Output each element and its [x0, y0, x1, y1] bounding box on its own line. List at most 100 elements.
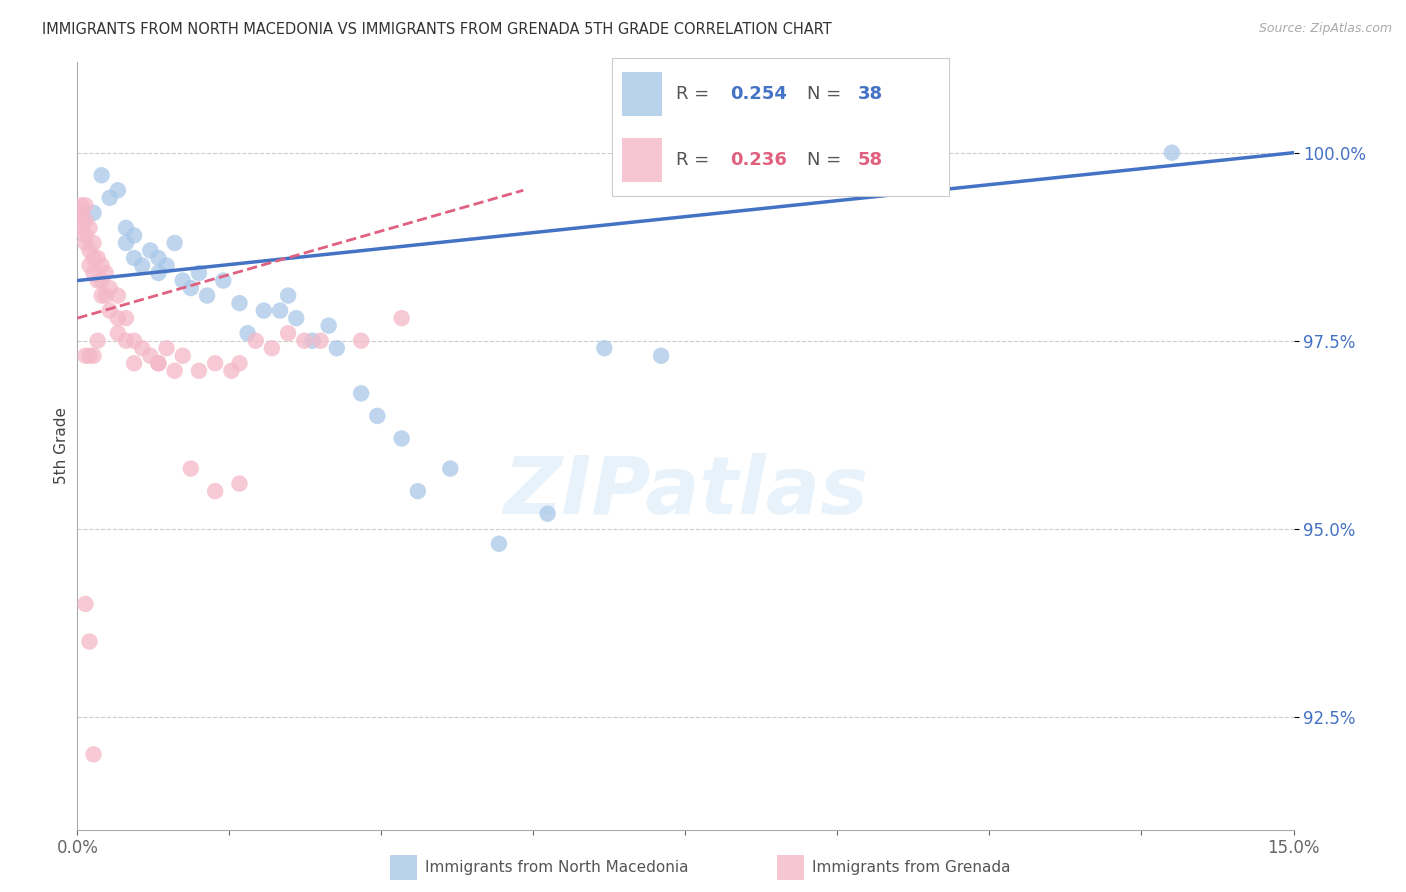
- Point: [90, 259, 112, 273]
- Point: [75, 213, 97, 227]
- Bar: [621, 138, 662, 183]
- Bar: [778, 855, 804, 880]
- Text: N =: N =: [807, 152, 848, 169]
- Point: [86, 334, 108, 348]
- Point: [122, 334, 145, 348]
- Point: [98, 191, 121, 205]
- Point: [94, 266, 117, 280]
- Bar: [621, 71, 662, 116]
- Point: [75, 228, 97, 243]
- Point: [83, 349, 105, 363]
- Text: Immigrants from North Macedonia: Immigrants from North Macedonia: [425, 860, 689, 875]
- Text: N =: N =: [807, 85, 848, 103]
- Point: [180, 461, 202, 475]
- Point: [86, 251, 108, 265]
- Point: [98, 303, 121, 318]
- Point: [83, 266, 105, 280]
- Point: [180, 281, 202, 295]
- Text: Source: ZipAtlas.com: Source: ZipAtlas.com: [1258, 22, 1392, 36]
- Point: [228, 476, 250, 491]
- Point: [245, 334, 267, 348]
- Point: [204, 356, 226, 370]
- Point: [75, 198, 97, 212]
- Point: [75, 235, 97, 250]
- Point: [163, 364, 186, 378]
- Point: [221, 364, 243, 378]
- Point: [163, 235, 186, 250]
- Point: [195, 288, 218, 302]
- Point: [309, 334, 332, 348]
- Point: [83, 235, 105, 250]
- Point: [115, 235, 138, 250]
- Point: [86, 274, 108, 288]
- Point: [75, 349, 97, 363]
- Point: [79, 244, 101, 258]
- Point: [285, 311, 308, 326]
- Point: [83, 206, 105, 220]
- Point: [107, 183, 129, 197]
- Point: [131, 341, 153, 355]
- Point: [107, 326, 129, 341]
- Text: IMMIGRANTS FROM NORTH MACEDONIA VS IMMIGRANTS FROM GRENADA 5TH GRADE CORRELATION: IMMIGRANTS FROM NORTH MACEDONIA VS IMMIG…: [42, 22, 832, 37]
- Point: [350, 386, 373, 401]
- Point: [83, 747, 105, 762]
- Point: [391, 432, 413, 446]
- Y-axis label: 5th Grade: 5th Grade: [53, 408, 69, 484]
- Point: [139, 349, 162, 363]
- Point: [488, 537, 510, 551]
- Point: [90, 168, 112, 182]
- Point: [79, 634, 101, 648]
- Point: [292, 334, 315, 348]
- Point: [94, 288, 117, 302]
- Bar: [391, 855, 418, 880]
- Point: [70, 198, 93, 212]
- Point: [172, 274, 194, 288]
- Point: [269, 303, 291, 318]
- Point: [228, 356, 250, 370]
- Point: [301, 334, 323, 348]
- Point: [75, 597, 97, 611]
- Point: [253, 303, 276, 318]
- Point: [131, 259, 153, 273]
- Text: ZIPatlas: ZIPatlas: [503, 453, 868, 531]
- Point: [115, 220, 138, 235]
- Point: [107, 311, 129, 326]
- Point: [122, 228, 145, 243]
- Point: [122, 251, 145, 265]
- Point: [326, 341, 349, 355]
- Point: [204, 484, 226, 499]
- Point: [350, 334, 373, 348]
- Point: [172, 349, 194, 363]
- Point: [98, 281, 121, 295]
- Point: [318, 318, 340, 333]
- Point: [188, 266, 211, 280]
- Point: [148, 266, 170, 280]
- Point: [79, 349, 101, 363]
- Point: [366, 409, 388, 423]
- Point: [236, 326, 259, 341]
- Text: 58: 58: [858, 152, 883, 169]
- Point: [260, 341, 283, 355]
- Text: 38: 38: [858, 85, 883, 103]
- Point: [83, 251, 105, 265]
- Point: [188, 364, 211, 378]
- Point: [228, 296, 250, 310]
- Text: 0.236: 0.236: [730, 152, 786, 169]
- Point: [139, 244, 162, 258]
- Point: [277, 288, 299, 302]
- Point: [90, 288, 112, 302]
- Point: [536, 507, 558, 521]
- Point: [155, 341, 177, 355]
- Point: [277, 326, 299, 341]
- Point: [593, 341, 616, 355]
- Text: R =: R =: [676, 85, 714, 103]
- Point: [70, 213, 93, 227]
- Point: [70, 206, 93, 220]
- Point: [212, 274, 235, 288]
- Text: Immigrants from Grenada: Immigrants from Grenada: [811, 860, 1010, 875]
- Point: [148, 356, 170, 370]
- Point: [406, 484, 429, 499]
- Point: [79, 259, 101, 273]
- Point: [391, 311, 413, 326]
- Text: R =: R =: [676, 152, 714, 169]
